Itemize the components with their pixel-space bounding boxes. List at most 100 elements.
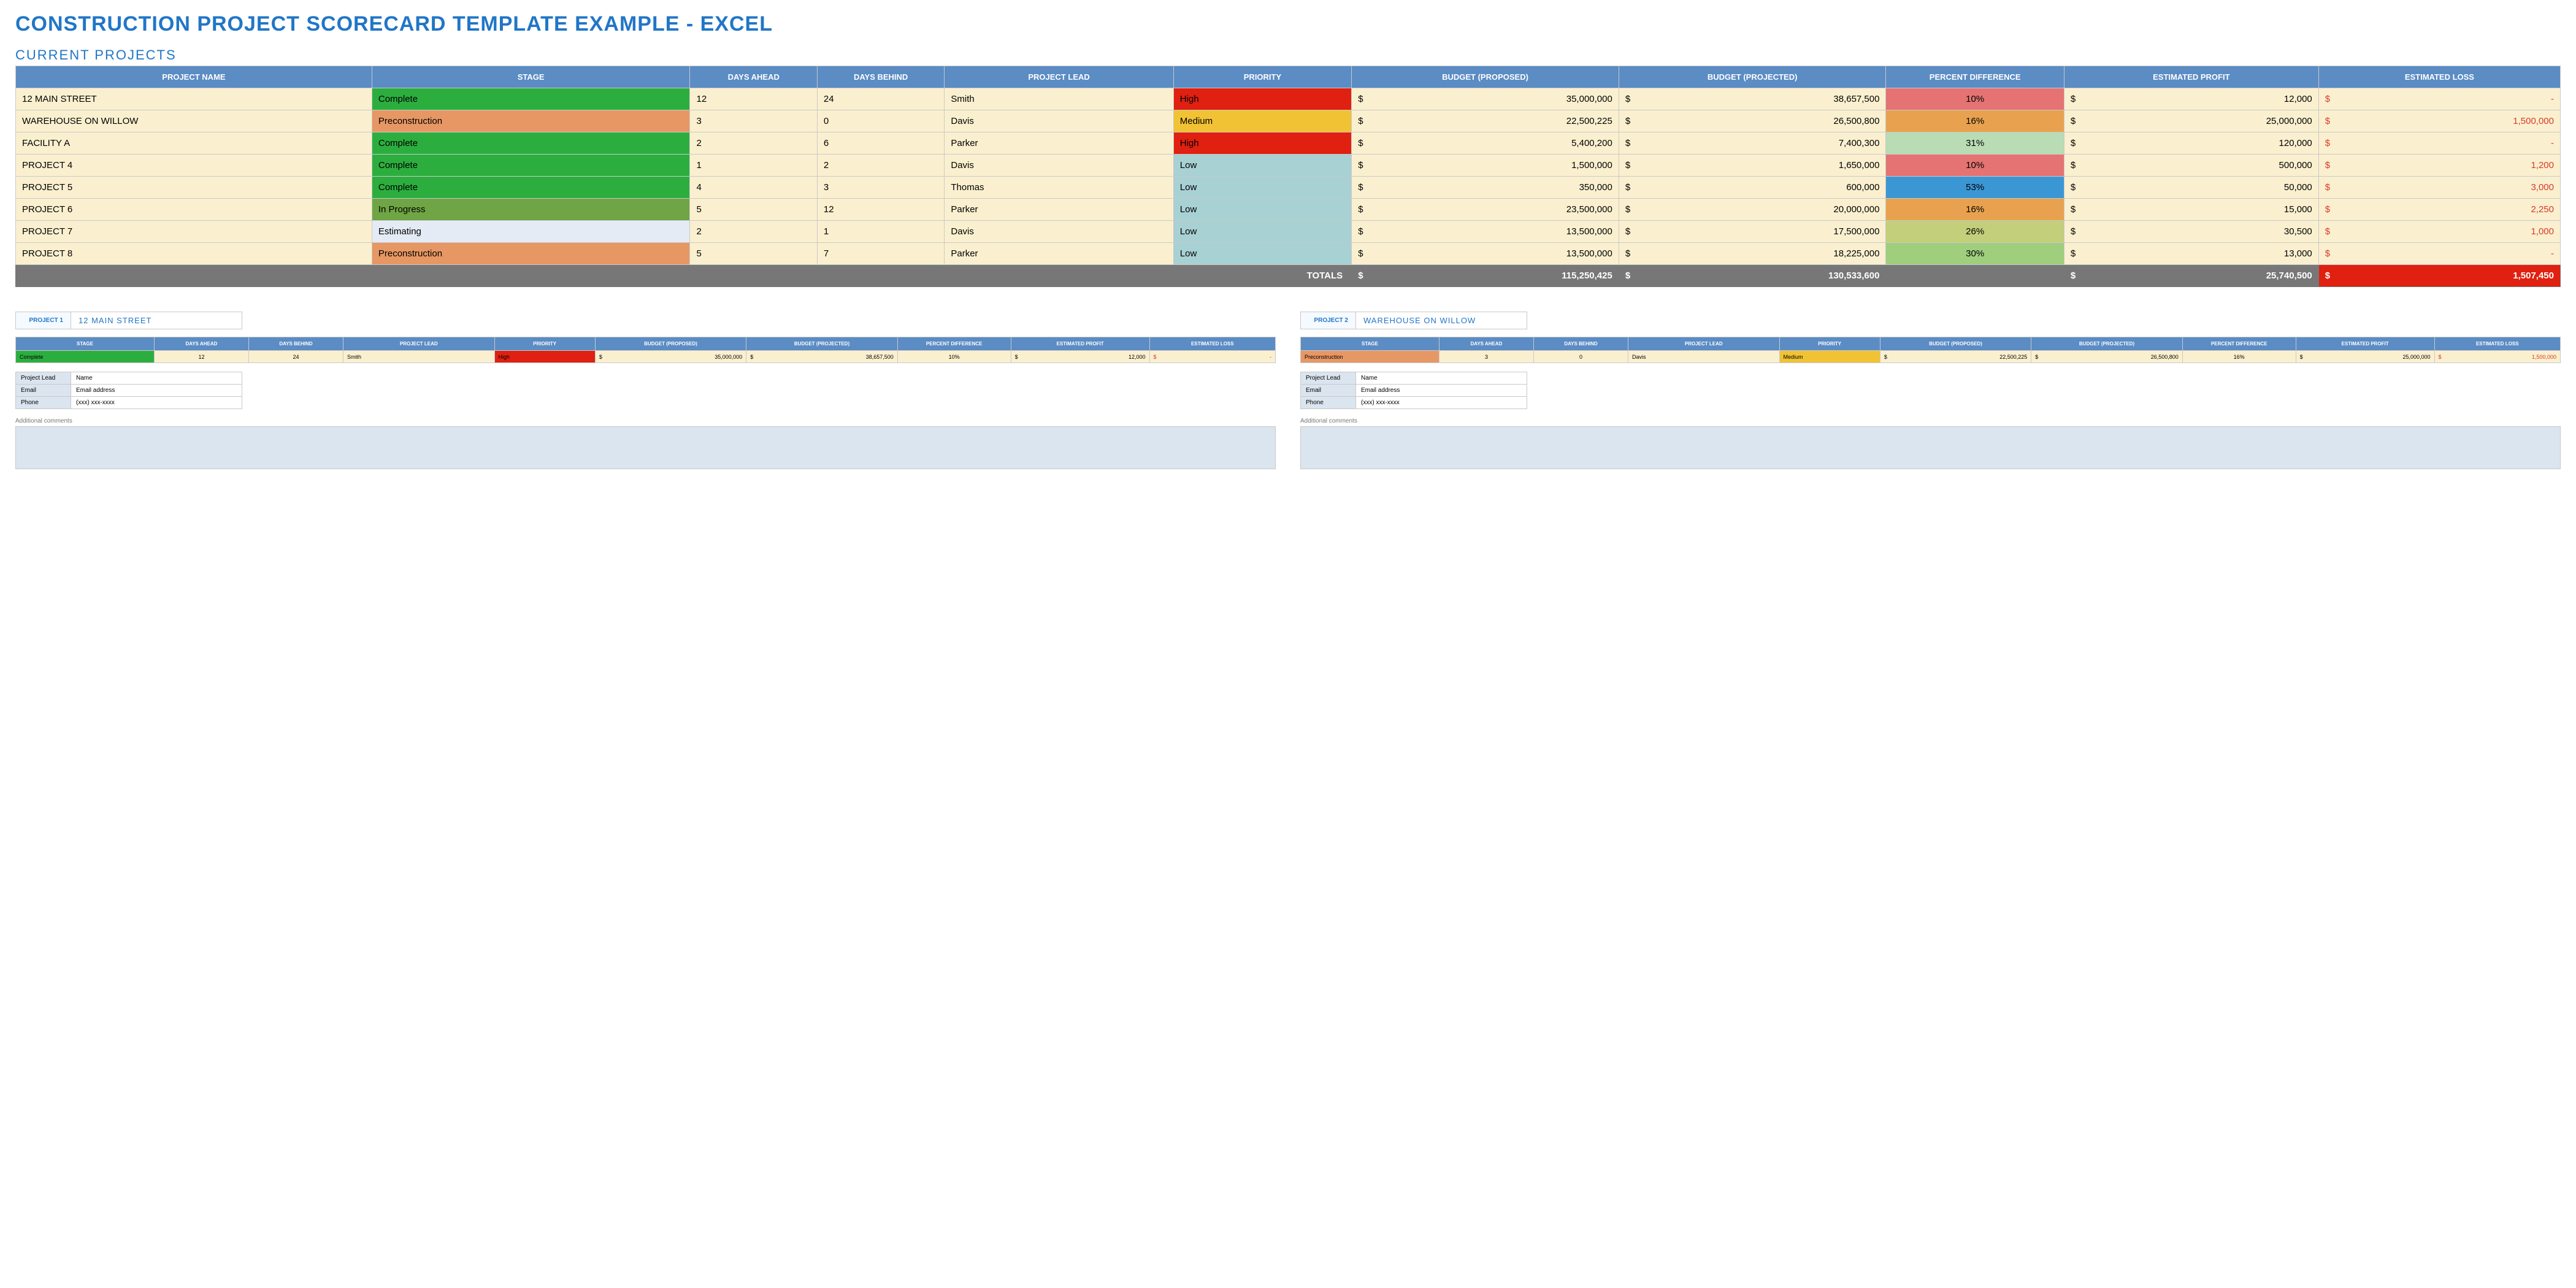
lead-cell: Davis	[945, 221, 1173, 243]
money-cell: $30,500	[2064, 221, 2318, 243]
lead-cell: Davis	[945, 110, 1173, 132]
detail-col-header: DAYS BEHIND	[1533, 337, 1628, 351]
stage-cell: Complete	[372, 177, 690, 199]
num-cell: 3	[690, 110, 817, 132]
detail-col-header: DAYS BEHIND	[248, 337, 343, 351]
money-cell: $13,000	[2064, 243, 2318, 265]
project-name: PROJECT 7	[16, 221, 372, 243]
col-header: ESTIMATED LOSS	[2318, 66, 2560, 88]
money-cell: $5,400,200	[1352, 132, 1619, 155]
priority-cell: High	[494, 351, 595, 363]
detail-card: PROJECT 112 MAIN STREET STAGEDAYS AHEADDA…	[15, 312, 1276, 469]
detail-col-header: PERCENT DIFFERENCE	[2182, 337, 2296, 351]
priority-cell: Low	[1173, 243, 1351, 265]
stage-cell: Preconstruction	[372, 243, 690, 265]
priority-cell: Medium	[1779, 351, 1880, 363]
money-cell: $120,000	[2064, 132, 2318, 155]
detail-col-header: PROJECT LEAD	[343, 337, 494, 351]
totals-row: TOTALS$115,250,425$130,533,600$25,740,50…	[16, 265, 2561, 287]
contact-key: Email	[16, 385, 71, 397]
project-name: PROJECT 8	[16, 243, 372, 265]
contact-key: Project Lead	[1301, 372, 1356, 385]
num-cell: 6	[817, 132, 944, 155]
money-cell: $1,000	[2318, 221, 2560, 243]
money-cell: $50,000	[2064, 177, 2318, 199]
stage-cell: Estimating	[372, 221, 690, 243]
detail-col-header: BUDGET (PROJECTED)	[2031, 337, 2182, 351]
contact-value: (xxx) xxx-xxxx	[1356, 397, 1527, 409]
lead-cell: Thomas	[945, 177, 1173, 199]
comments-box[interactable]	[1300, 426, 2561, 469]
detail-name: 12 MAIN STREET	[71, 312, 159, 329]
project-name: FACILITY A	[16, 132, 372, 155]
num-cell: 2	[690, 132, 817, 155]
contact-value: (xxx) xxx-xxxx	[71, 397, 242, 409]
detail-col-header: DAYS AHEAD	[154, 337, 248, 351]
money-cell: $38,657,500	[1619, 88, 1886, 110]
lead-cell: Parker	[945, 243, 1173, 265]
num-cell: 3	[1439, 351, 1533, 363]
money-cell: $35,000,000	[1352, 88, 1619, 110]
detail-col-header: PRIORITY	[494, 337, 595, 351]
pct-cell: 10%	[1886, 155, 2064, 177]
money-cell: $13,500,000	[1352, 243, 1619, 265]
money-cell: $3,000	[2318, 177, 2560, 199]
detail-row-data: Complete1224SmithHigh$35,000,000$38,657,…	[16, 351, 1276, 363]
money-cell: $1,500,000	[2434, 351, 2560, 363]
comments-box[interactable]	[15, 426, 1276, 469]
comments-label: Additional comments	[1300, 418, 2561, 424]
col-header: BUDGET (PROPOSED)	[1352, 66, 1619, 88]
pct-cell: 53%	[1886, 177, 2064, 199]
col-header: ESTIMATED PROFIT	[2064, 66, 2318, 88]
pct-cell: 31%	[1886, 132, 2064, 155]
money-cell: $1,650,000	[1619, 155, 1886, 177]
pct-cell: 10%	[1886, 88, 2064, 110]
money-cell: $12,000	[1011, 351, 1149, 363]
num-cell: 4	[690, 177, 817, 199]
detail-table: STAGEDAYS AHEADDAYS BEHINDPROJECT LEADPR…	[15, 337, 1276, 363]
money-cell: $18,225,000	[1619, 243, 1886, 265]
pct-cell: 26%	[1886, 221, 2064, 243]
stage-cell: Complete	[372, 155, 690, 177]
detail-col-header: PERCENT DIFFERENCE	[897, 337, 1011, 351]
priority-cell: Low	[1173, 199, 1351, 221]
stage-cell: Complete	[372, 132, 690, 155]
col-header: STAGE	[372, 66, 690, 88]
col-header: DAYS BEHIND	[817, 66, 944, 88]
contact-value: Name	[71, 372, 242, 385]
num-cell: 2	[817, 155, 944, 177]
col-header: PERCENT DIFFERENCE	[1886, 66, 2064, 88]
contact-table: Project LeadNameEmailEmail addressPhone(…	[1300, 372, 1527, 409]
num-cell: 7	[817, 243, 944, 265]
table-row: 12 MAIN STREETComplete1224SmithHigh$35,0…	[16, 88, 2561, 110]
num-cell: 1	[690, 155, 817, 177]
detail-col-header: ESTIMATED PROFIT	[1011, 337, 1149, 351]
money-cell: $38,657,500	[746, 351, 897, 363]
detail-label: PROJECT 1	[16, 312, 71, 329]
detail-col-header: PRIORITY	[1779, 337, 1880, 351]
money-cell: $25,000,000	[2296, 351, 2434, 363]
pct-cell: 16%	[1886, 110, 2064, 132]
priority-cell: Low	[1173, 177, 1351, 199]
num-cell: 1	[817, 221, 944, 243]
detail-col-header: PROJECT LEAD	[1628, 337, 1779, 351]
stage-cell: Complete	[372, 88, 690, 110]
priority-cell: High	[1173, 88, 1351, 110]
detail-row-data: Preconstruction30DavisMedium$22,500,225$…	[1301, 351, 2561, 363]
page-title: CONSTRUCTION PROJECT SCORECARD TEMPLATE …	[15, 12, 2561, 36]
detail-col-header: ESTIMATED LOSS	[2434, 337, 2560, 351]
num-cell: 0	[817, 110, 944, 132]
money-cell: $7,400,300	[1619, 132, 1886, 155]
detail-card: PROJECT 2WAREHOUSE ON WILLOWSTAGEDAYS AH…	[1300, 312, 2561, 469]
money-cell: $25,740,500	[2064, 265, 2318, 287]
detail-table: STAGEDAYS AHEADDAYS BEHINDPROJECT LEADPR…	[1300, 337, 2561, 363]
num-cell: 5	[690, 199, 817, 221]
priority-cell: Low	[1173, 155, 1351, 177]
stage-cell: Preconstruction	[372, 110, 690, 132]
num-cell: 3	[817, 177, 944, 199]
money-cell: $1,500,000	[1352, 155, 1619, 177]
money-cell: $23,500,000	[1352, 199, 1619, 221]
num-cell: 12	[154, 351, 248, 363]
money-cell: $350,000	[1352, 177, 1619, 199]
detail-label: PROJECT 2	[1301, 312, 1356, 329]
